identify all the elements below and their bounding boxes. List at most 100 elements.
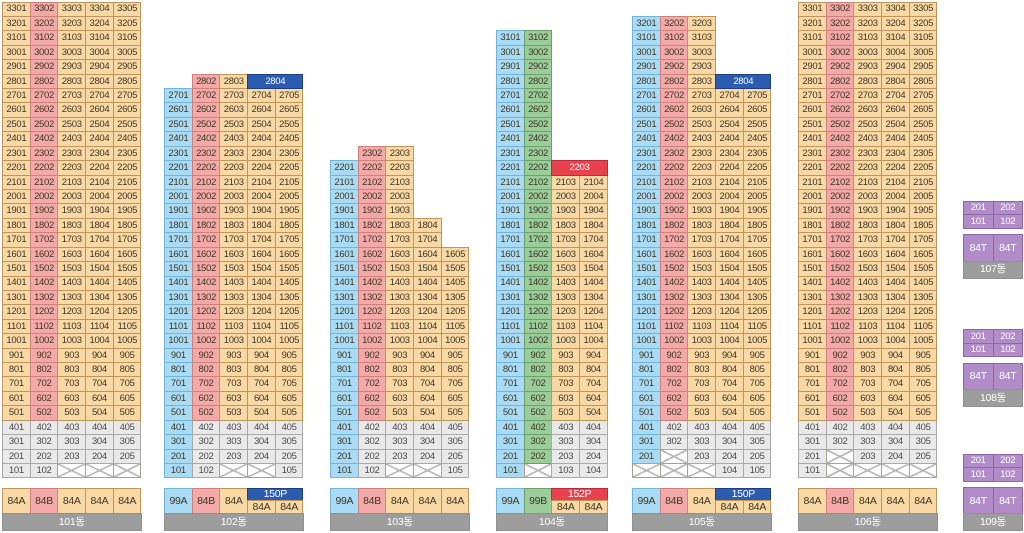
unit-501[interactable]: 501 [798, 405, 827, 421]
unit-902[interactable]: 902 [523, 347, 553, 364]
unit-102[interactable]: 102 [191, 462, 221, 479]
unit-2401[interactable]: 2401 [2, 131, 31, 147]
unit-202[interactable]: 202 [992, 329, 1023, 344]
unit-802[interactable]: 802 [523, 362, 553, 378]
unit-1004[interactable]: 1004 [579, 333, 608, 349]
unit-704[interactable]: 704 [413, 376, 442, 392]
unit-1403[interactable]: 1403 [385, 275, 415, 291]
unit-1904[interactable]: 1904 [579, 203, 608, 219]
unit-102[interactable]: 102 [357, 462, 387, 479]
unit-2603[interactable]: 2603 [57, 102, 87, 118]
unit-1803[interactable]: 1803 [551, 217, 581, 234]
unit-203[interactable]: 203 [385, 448, 415, 464]
unit-3302[interactable]: 3302 [825, 1, 855, 17]
unit-501[interactable]: 501 [632, 405, 661, 421]
unit-503[interactable]: 503 [551, 405, 581, 421]
unit-3005[interactable]: 3005 [908, 44, 938, 61]
unit-201[interactable]: 201 [963, 200, 994, 216]
unit-1802[interactable]: 1802 [29, 217, 59, 234]
unit-101[interactable]: 101 [496, 462, 525, 479]
unit-1503[interactable]: 1503 [687, 261, 717, 277]
unit-1105[interactable]: 1105 [742, 318, 772, 335]
unit-3201[interactable]: 3201 [798, 15, 827, 32]
unit-1302[interactable]: 1302 [523, 289, 553, 306]
unit-903[interactable]: 903 [219, 347, 249, 364]
unit-2804[interactable]: 2804 [715, 73, 772, 90]
unit-1003[interactable]: 1003 [385, 333, 415, 349]
unit-1704[interactable]: 1704 [413, 232, 442, 248]
unit-2801[interactable]: 2801 [2, 73, 31, 90]
unit-1203[interactable]: 1203 [57, 304, 87, 320]
unit-402[interactable]: 402 [357, 419, 387, 436]
unit-1605[interactable]: 1605 [742, 246, 772, 263]
unit-1903[interactable]: 1903 [687, 203, 717, 219]
unit-1104[interactable]: 1104 [85, 318, 114, 335]
unit-1405[interactable]: 1405 [112, 275, 142, 291]
unit-802[interactable]: 802 [29, 362, 59, 378]
unit-1403[interactable]: 1403 [551, 275, 581, 291]
unit-2703[interactable]: 2703 [853, 88, 883, 104]
unit-1301[interactable]: 1301 [2, 289, 31, 306]
unit-1101[interactable]: 1101 [2, 318, 31, 335]
unit-1604[interactable]: 1604 [413, 246, 442, 263]
unit-3001[interactable]: 3001 [496, 44, 525, 61]
unit-1501[interactable]: 1501 [798, 261, 827, 277]
unit-2401[interactable]: 2401 [496, 131, 525, 147]
unit-702[interactable]: 702 [29, 376, 59, 392]
unit-1602[interactable]: 1602 [357, 246, 387, 263]
unit-502[interactable]: 502 [523, 405, 553, 421]
unit-1002[interactable]: 1002 [825, 333, 855, 349]
unit-504[interactable]: 504 [715, 405, 744, 421]
unit-202[interactable]: 202 [523, 448, 553, 464]
unit-2404[interactable]: 2404 [881, 131, 910, 147]
unit-904[interactable]: 904 [85, 347, 114, 364]
unit-2802[interactable]: 2802 [825, 73, 855, 90]
unit-601[interactable]: 601 [496, 390, 525, 407]
unit-1601[interactable]: 1601 [164, 246, 193, 263]
unit-1005[interactable]: 1005 [908, 333, 938, 349]
unit-2303[interactable]: 2303 [687, 145, 717, 162]
unit-603[interactable]: 603 [57, 390, 87, 407]
unit-2505[interactable]: 2505 [908, 116, 938, 133]
unit-501[interactable]: 501 [2, 405, 31, 421]
unit-2403[interactable]: 2403 [57, 131, 87, 147]
unit-2002[interactable]: 2002 [825, 189, 855, 205]
unit-1503[interactable]: 1503 [219, 261, 249, 277]
unit-705[interactable]: 705 [908, 376, 938, 392]
unit-1905[interactable]: 1905 [274, 203, 304, 219]
unit-1903[interactable]: 1903 [853, 203, 883, 219]
unit-901[interactable]: 901 [632, 347, 661, 364]
unit-3002[interactable]: 3002 [29, 44, 59, 61]
unit-1203[interactable]: 1203 [551, 304, 581, 320]
unit-205[interactable]: 205 [112, 448, 142, 464]
unit-1601[interactable]: 1601 [632, 246, 661, 263]
unit-2002[interactable]: 2002 [523, 189, 553, 205]
unit-1804[interactable]: 1804 [85, 217, 114, 234]
unit-1702[interactable]: 1702 [825, 232, 855, 248]
unit-901[interactable]: 901 [2, 347, 31, 364]
unit-201[interactable]: 201 [963, 453, 994, 469]
unit-901[interactable]: 901 [330, 347, 359, 364]
unit-2003[interactable]: 2003 [385, 189, 415, 205]
unit-2003[interactable]: 2003 [219, 189, 249, 205]
unit-601[interactable]: 601 [798, 390, 827, 407]
unit-2304[interactable]: 2304 [247, 145, 276, 162]
unit-304[interactable]: 304 [85, 434, 114, 450]
unit-2702[interactable]: 2702 [659, 88, 689, 104]
unit-2203[interactable]: 2203 [219, 160, 249, 176]
unit-1105[interactable]: 1105 [274, 318, 304, 335]
unit-1604[interactable]: 1604 [579, 246, 608, 263]
unit-703[interactable]: 703 [853, 376, 883, 392]
unit-305[interactable]: 305 [742, 434, 772, 450]
unit-3202[interactable]: 3202 [29, 15, 59, 32]
unit-2302[interactable]: 2302 [191, 145, 221, 162]
unit-2803[interactable]: 2803 [687, 73, 717, 90]
unit-805[interactable]: 805 [908, 362, 938, 378]
unit-1804[interactable]: 1804 [579, 217, 608, 234]
unit-1602[interactable]: 1602 [29, 246, 59, 263]
unit-3304[interactable]: 3304 [881, 1, 910, 17]
unit-2601[interactable]: 2601 [632, 102, 661, 118]
unit-1801[interactable]: 1801 [632, 217, 661, 234]
unit-1303[interactable]: 1303 [551, 289, 581, 306]
unit-2002[interactable]: 2002 [29, 189, 59, 205]
